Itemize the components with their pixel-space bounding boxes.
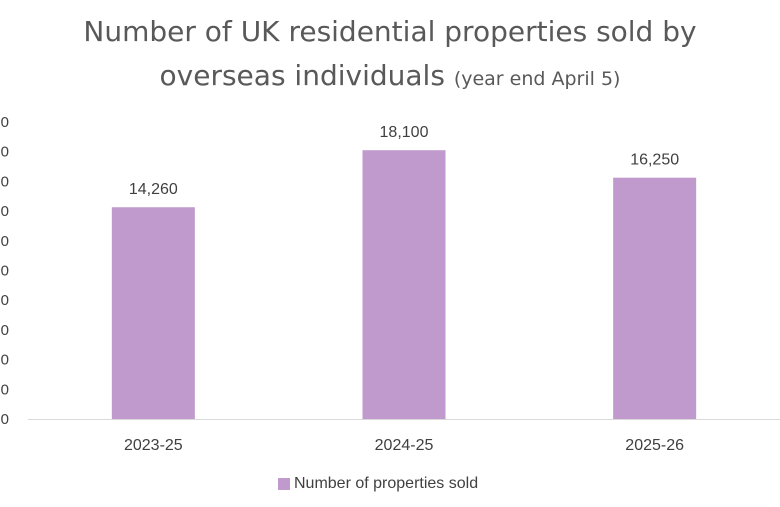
x-axis-ticks: 2023-25 2024-25 2025-26 <box>124 437 684 454</box>
data-label: 14,260 <box>129 181 178 198</box>
y-tick-label: 0 <box>1 203 9 220</box>
y-tick-label: 0 <box>1 352 9 369</box>
y-tick-label: 0 <box>1 114 9 131</box>
x-tick-label: 2023-25 <box>124 437 183 454</box>
chart-title: Number of UK residential properties sold… <box>0 10 780 101</box>
y-tick-label: 0 <box>1 381 9 398</box>
y-axis-ticks: 0 0 0 0 0 0 0 0 0 0 0 <box>1 114 9 428</box>
y-tick-label: 0 <box>1 233 9 250</box>
legend-swatch <box>278 478 290 490</box>
chart-subtitle: (year end April 5) <box>453 68 621 90</box>
y-tick-label: 0 <box>1 411 9 428</box>
bars <box>111 150 697 419</box>
y-tick-label: 0 <box>1 263 9 280</box>
x-tick-label: 2024-25 <box>375 437 434 454</box>
x-tick-label: 2025-26 <box>625 437 684 454</box>
bar <box>613 177 697 419</box>
y-tick-label: 0 <box>1 292 9 309</box>
chart-title-main: overseas individuals <box>159 59 445 92</box>
bar <box>111 207 195 419</box>
data-label: 18,100 <box>380 124 429 141</box>
y-tick-label: 0 <box>1 144 9 161</box>
legend: Number of properties sold <box>278 475 478 493</box>
chart-title-line2: overseas individuals (year end April 5) <box>0 54 780 101</box>
chart-title-line1: Number of UK residential properties sold… <box>83 15 697 48</box>
data-label: 16,250 <box>630 152 679 169</box>
bar <box>362 150 446 419</box>
data-labels: 14,260 18,100 16,250 <box>129 124 679 198</box>
legend-label: Number of properties sold <box>294 475 479 492</box>
y-tick-label: 0 <box>1 173 9 190</box>
y-tick-label: 0 <box>1 322 9 339</box>
